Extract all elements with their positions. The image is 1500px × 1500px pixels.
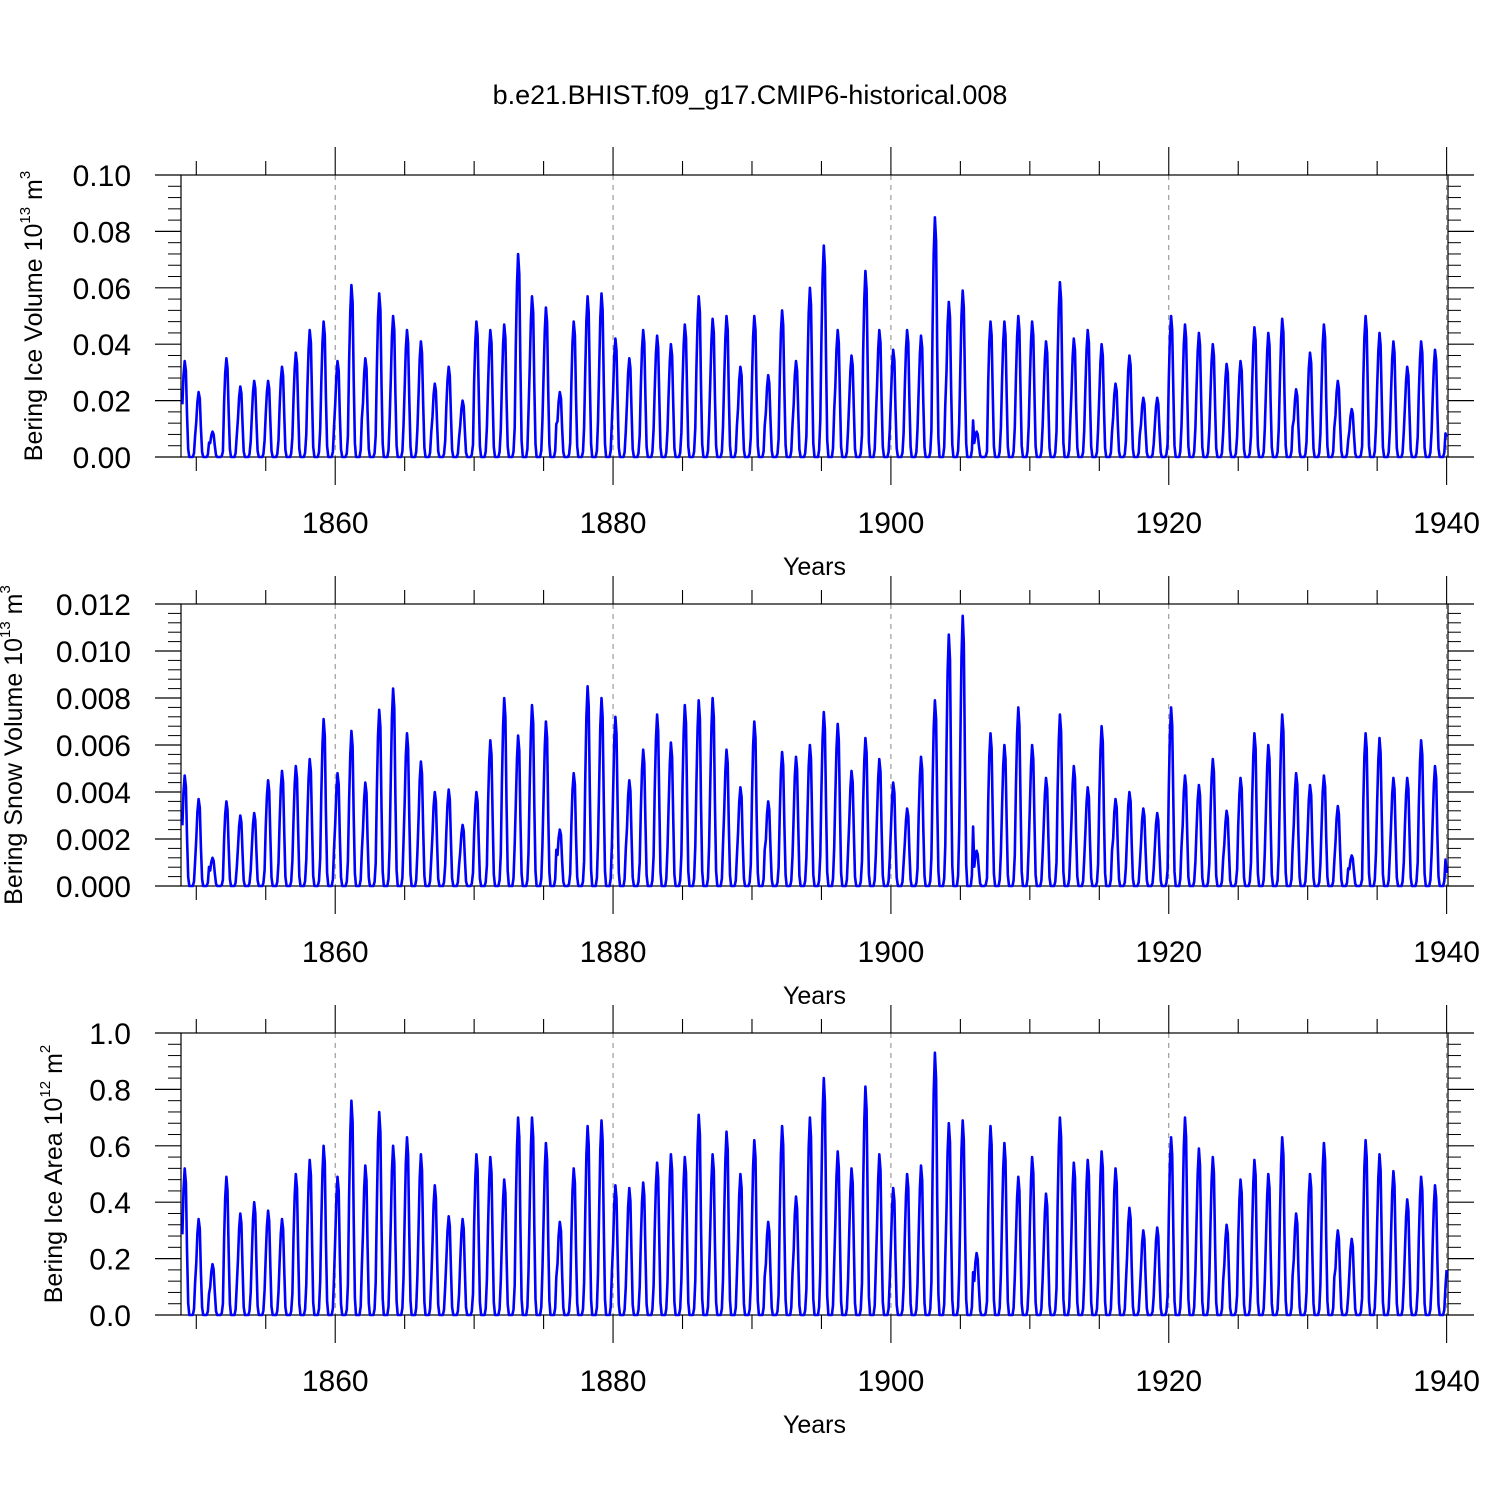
ytick-label: 0.08 <box>73 216 131 249</box>
xtick-label: 1940 <box>1413 1365 1480 1398</box>
ytick-label: 0.012 <box>56 589 131 622</box>
xtick-label: 1900 <box>858 936 925 969</box>
xtick-label: 1920 <box>1135 507 1202 540</box>
xtick-label: 1920 <box>1135 936 1202 969</box>
xtick-label: 1860 <box>302 936 369 969</box>
ytick-label: 0.002 <box>56 824 131 857</box>
xtick-label: 1900 <box>858 507 925 540</box>
y-axis-label: Bering Ice Area 1012 m2 <box>37 1045 68 1304</box>
xtick-label: 1860 <box>302 507 369 540</box>
xtick-label: 1940 <box>1413 507 1480 540</box>
ytick-label: 0.006 <box>56 730 131 763</box>
ytick-label: 0.10 <box>73 160 131 193</box>
ytick-label: 0.0 <box>89 1300 131 1333</box>
ytick-label: 0.02 <box>73 386 131 419</box>
xtick-label: 1940 <box>1413 936 1480 969</box>
x-axis-label: Years <box>783 1411 846 1439</box>
ytick-label: 0.008 <box>56 683 131 716</box>
xtick-label: 1860 <box>302 1365 369 1398</box>
ytick-label: 0.8 <box>89 1074 131 1107</box>
data-series-line <box>181 1051 1448 1317</box>
ytick-label: 0.2 <box>89 1244 131 1277</box>
ytick-label: 0.000 <box>56 871 131 904</box>
ytick-label: 0.04 <box>73 329 131 362</box>
ytick-label: 0.004 <box>56 777 131 810</box>
ytick-label: 0.00 <box>73 442 131 475</box>
chart-title: b.e21.BHIST.f09_g17.CMIP6-historical.008 <box>492 80 1008 110</box>
ytick-label: 0.6 <box>89 1131 131 1164</box>
xtick-label: 1880 <box>580 936 647 969</box>
xtick-label: 1880 <box>580 1365 647 1398</box>
ytick-label: 0.4 <box>89 1187 131 1220</box>
ytick-label: 0.010 <box>56 636 131 669</box>
xtick-label: 1920 <box>1135 1365 1202 1398</box>
data-series-line <box>181 216 1448 459</box>
ytick-label: 1.0 <box>89 1018 131 1051</box>
data-series-line <box>181 614 1448 888</box>
xtick-label: 1880 <box>580 507 647 540</box>
y-axis-label: Bering Ice Volume 1013 m3 <box>17 171 48 461</box>
xtick-label: 1900 <box>858 1365 925 1398</box>
ytick-label: 0.06 <box>73 273 131 306</box>
x-axis-label: Years <box>783 553 846 581</box>
x-axis-label: Years <box>783 982 846 1010</box>
y-axis-label: Bering Snow Volume 1013 m3 <box>0 585 28 905</box>
